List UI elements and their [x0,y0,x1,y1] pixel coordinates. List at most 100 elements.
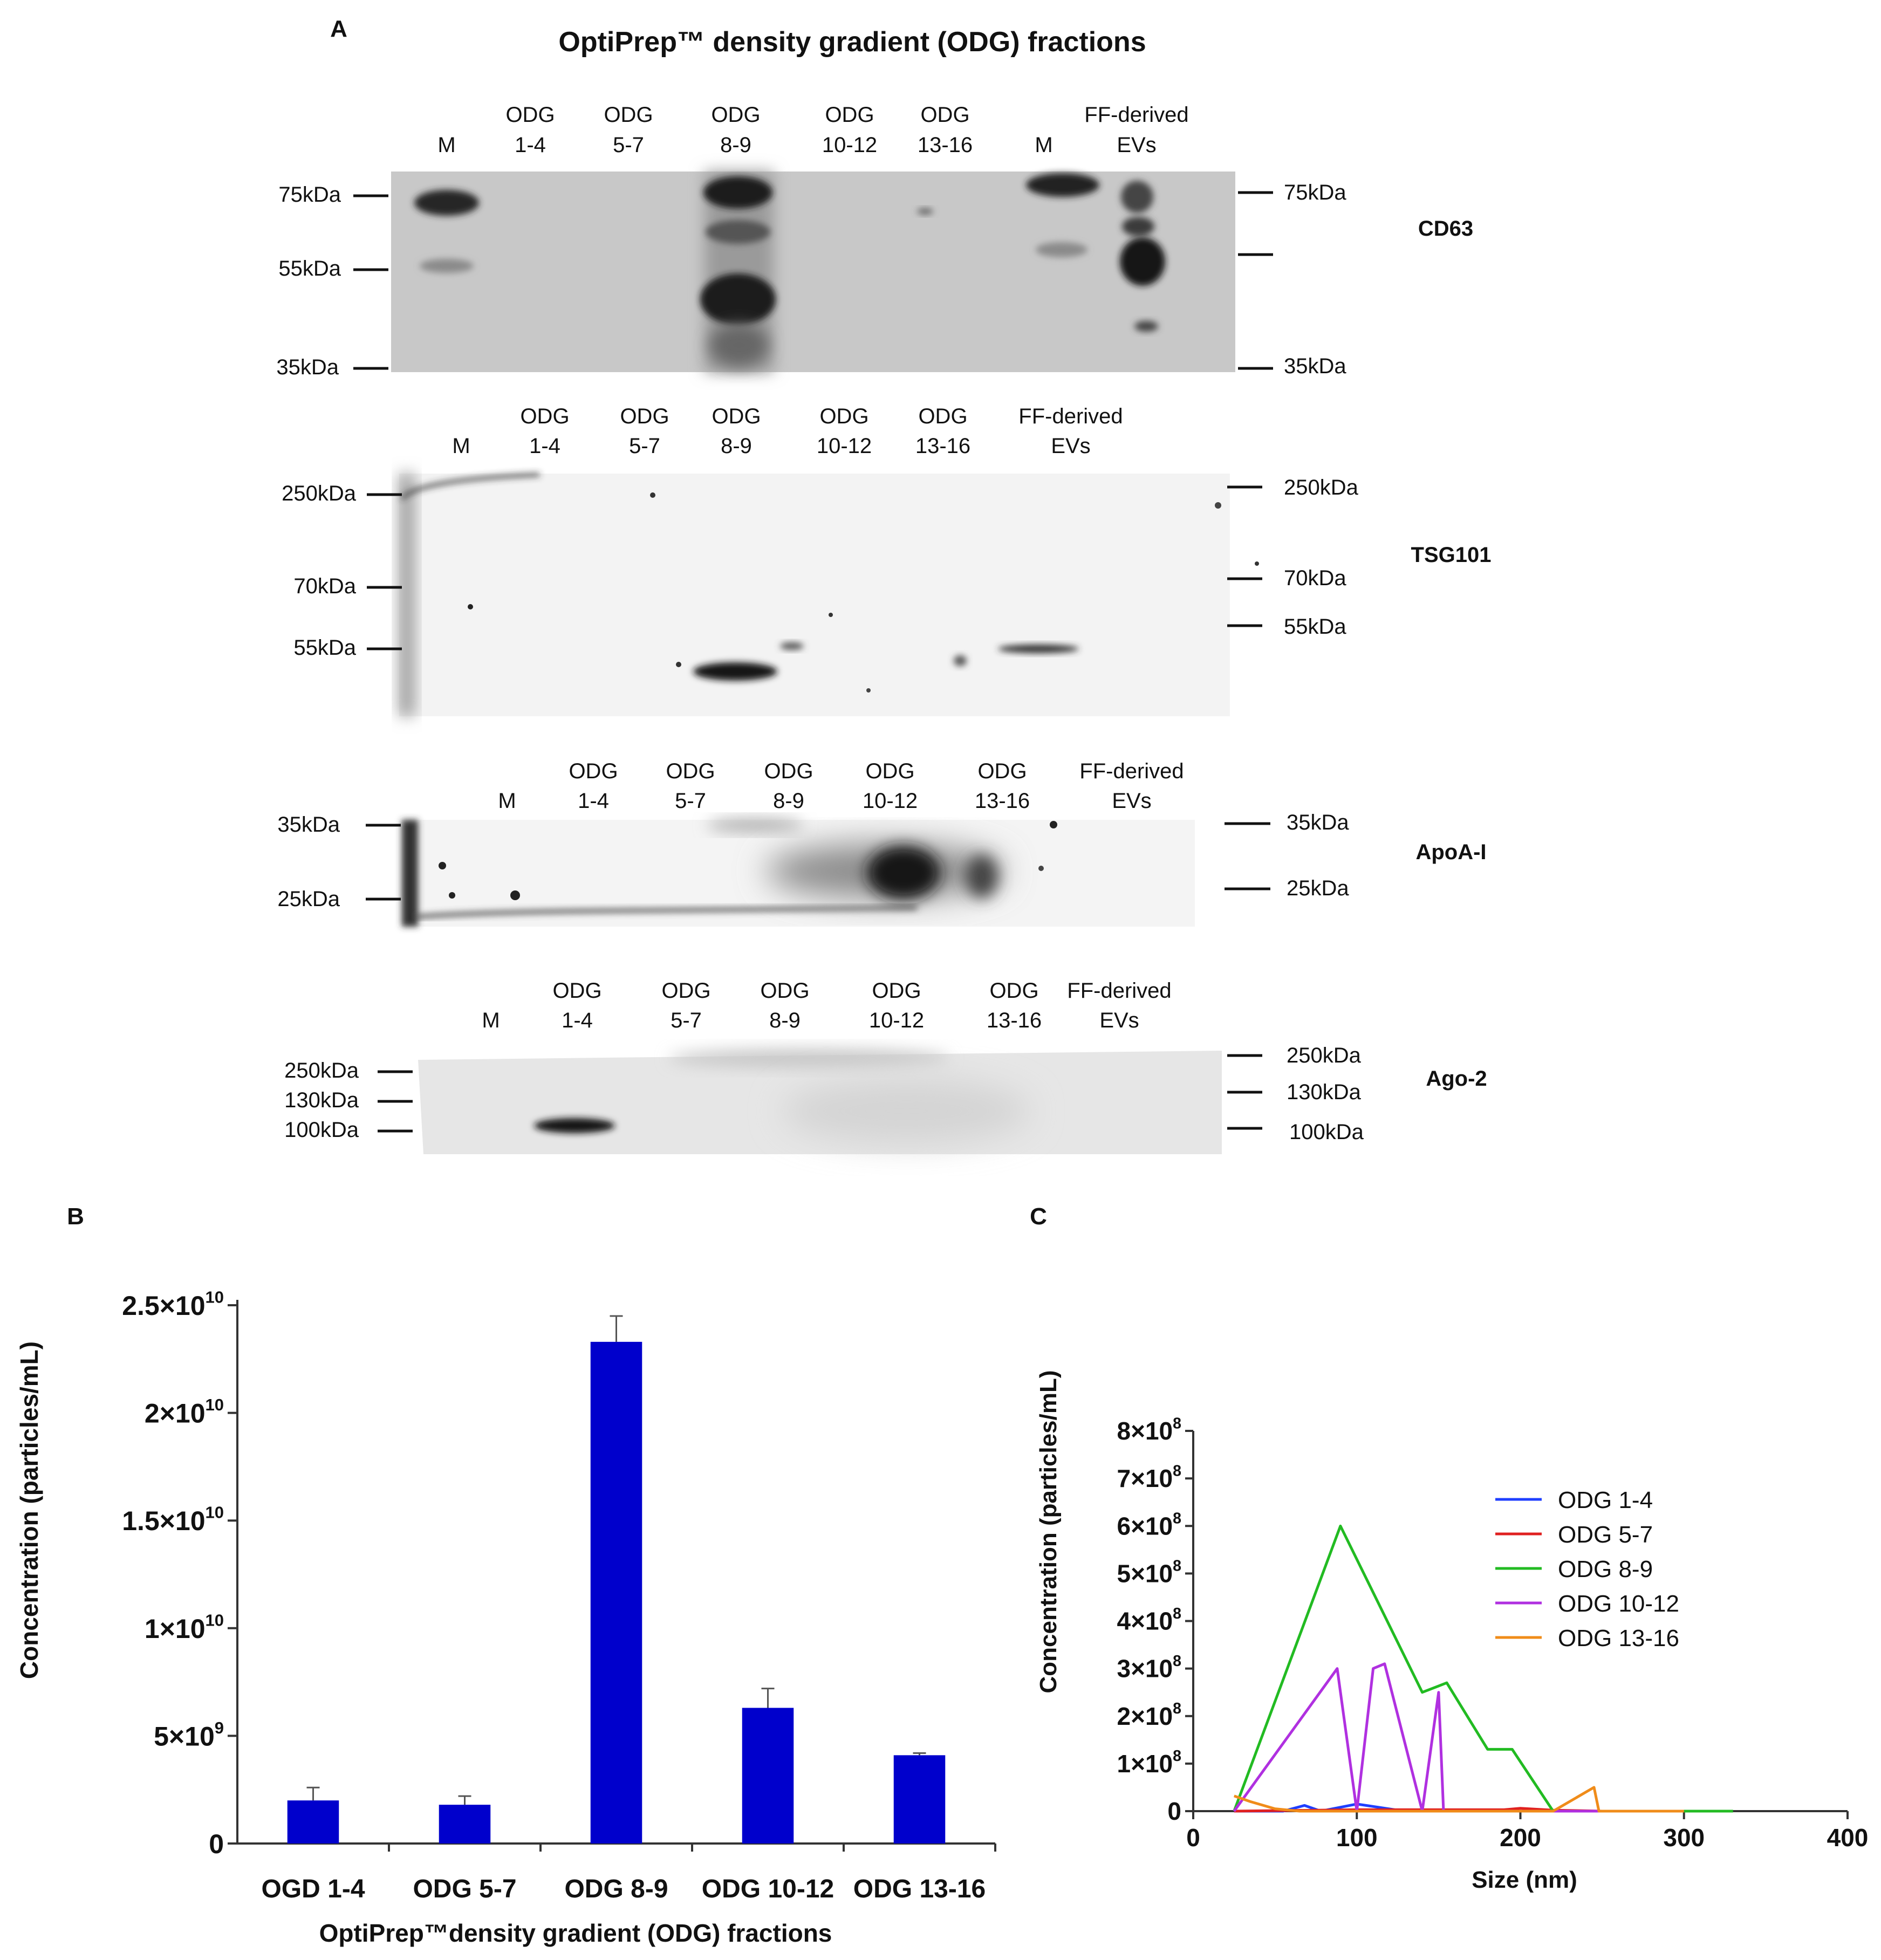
y-tick-label: 0 [1167,1797,1181,1825]
lane-label: ODG [661,979,710,1003]
lane-label: ODG [819,405,868,428]
x-tick-label: ODG 8-9 [564,1875,668,1903]
lane-label: ODG [620,405,669,428]
y-tick-label: 0 [209,1829,224,1859]
lane-label: 10-12 [869,1009,924,1032]
lane-label: ODG [764,759,813,783]
mw-marker-label: 250kDa [1287,1044,1362,1067]
y-tick-label: 2×1010 [145,1395,224,1429]
bar [287,1800,339,1844]
panel-a: A OptiPrep™ density gradient (ODG) fract… [276,16,1491,1154]
x-tick-label: OGD 1-4 [261,1875,365,1903]
y-tick-label: 7×108 [1117,1462,1181,1492]
lane-label: ODG [712,405,761,428]
x-tick-label: 100 [1336,1824,1378,1852]
blot-membrane [399,474,1230,716]
bar [590,1341,642,1844]
lane-label: 5-7 [613,133,644,157]
x-tick-label: ODG 5-7 [413,1875,516,1903]
lane-label: ODG [872,979,921,1003]
x-tick-label: ODG 10-12 [702,1875,834,1903]
y-tick-label: 5×108 [1117,1558,1181,1588]
y-tick-label: 6×108 [1117,1510,1181,1540]
mw-marker-label: 75kDa [278,183,341,207]
lane-label: ODG [920,103,969,127]
legend-label: ODG 10-12 [1558,1591,1679,1617]
mw-markers-right: 250kDa 130kDa 100kDa [1227,1044,1364,1144]
mw-marker-label: 35kDa [276,355,339,379]
lane-label: 13-16 [987,1009,1042,1032]
mw-marker-label: 35kDa [1284,354,1346,378]
series-line [1233,1524,1733,1813]
lane-label: EVs [1099,1009,1139,1032]
lane-label: ODG [666,759,715,783]
mw-marker-label: 25kDa [1287,876,1349,900]
lane-label: FF-derived [1067,979,1171,1003]
bar [742,1708,794,1844]
mw-markers-right: 75kDa 35kDa [1238,181,1346,378]
lane-label: ODG [569,759,618,783]
lane-label: ODG [825,103,874,127]
panel-c-line-chart: C Concentration (particles/mL) Size (nm)… [1030,1203,1868,1893]
blot-tsg101: M ODG 1-4 ODG 5-7 ODG 8-9 ODG 10-12 ODG … [282,405,1491,716]
blot-apoa1: M ODG 1-4 ODG 5-7 ODG 8-9 ODG 10-12 ODG … [277,759,1487,927]
mw-marker-label: 70kDa [293,574,356,598]
y-tick-label: 1×108 [1117,1747,1181,1778]
panel-b-label: B [67,1203,84,1230]
lane-label: M [437,133,455,157]
legend-label: ODG 8-9 [1558,1556,1653,1582]
lane-label: 5-7 [671,1009,702,1032]
y-tick-label: 1.5×1010 [122,1503,224,1537]
lane-label: 8-9 [720,133,751,157]
lane-label: M [452,434,470,458]
y-tick-label: 8×108 [1117,1415,1181,1445]
lane-label: ODG [711,103,760,127]
lane-label: 13-16 [915,434,970,458]
lane-labels: M ODG 1-4 ODG 5-7 ODG 8-9 ODG 10-12 ODG … [482,979,1171,1032]
x-tick-label: 0 [1186,1824,1200,1852]
lane-label: ODG [505,103,555,127]
mw-marker-label: 130kDa [284,1088,359,1112]
series-line [1233,1786,1684,1813]
protein-label: TSG101 [1411,543,1492,567]
lane-label: EVs [1117,133,1156,157]
lane-label: ODG [977,759,1027,783]
legend-label: ODG 13-16 [1558,1625,1679,1651]
lane-label: 13-16 [975,789,1030,813]
blot-bands [534,1048,1030,1143]
protein-label: ApoA-I [1415,840,1486,864]
mw-marker-label: 100kDa [284,1118,359,1142]
y-axis-title: Concentration (particles/mL) [1035,1370,1062,1694]
lane-label: 10-12 [863,789,918,813]
legend-label: ODG 5-7 [1558,1522,1653,1548]
mw-marker-label: 55kDa [1284,615,1346,639]
x-axis-title: Size (nm) [1472,1867,1577,1893]
lane-label: FF-derived [1084,103,1188,127]
panel-b-bar-chart: B Concentration (particles/mL) OptiPrep™… [15,1203,996,1947]
lane-label: 10-12 [822,133,877,157]
panel-c-label: C [1030,1203,1047,1230]
protein-label: CD63 [1418,217,1473,241]
lane-labels: M ODG 1-4 ODG 5-7 ODG 8-9 ODG 10-12 ODG … [498,759,1184,813]
panel-a-label: A [330,16,347,42]
mw-marker-label: 250kDa [1284,476,1359,499]
x-tick-label: 400 [1827,1824,1869,1852]
mw-marker-label: 35kDa [1287,811,1349,834]
lane-label: ODG [760,979,809,1003]
y-tick-label: 5×109 [154,1718,224,1752]
mw-markers-left: 35kDa 25kDa [277,813,401,911]
x-tick-label: ODG 13-16 [853,1875,986,1903]
lane-label: 1-4 [515,133,546,157]
lane-label: 8-9 [769,1009,801,1032]
y-tick-label: 1×1010 [145,1611,224,1644]
x-axis-title: OptiPrep™density gradient (ODG) fraction… [319,1919,832,1947]
lane-label: 1-4 [529,434,560,458]
blot-bands [402,819,1057,927]
lane-label: FF-derived [1018,405,1123,428]
blot-bands [399,473,1259,716]
blot-bands [414,172,1165,372]
x-tick-label: 200 [1500,1824,1541,1852]
lane-label: 5-7 [629,434,660,458]
lane-label: ODG [604,103,653,127]
